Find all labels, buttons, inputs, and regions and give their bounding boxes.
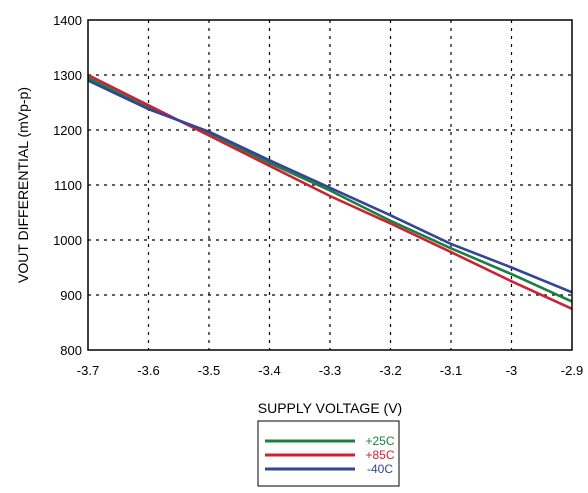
x-tick-label: -2.9 bbox=[561, 363, 583, 378]
series-lines bbox=[87, 73, 573, 310]
y-tick-label: 1400 bbox=[53, 13, 82, 28]
x-tick-label: -3.3 bbox=[319, 363, 341, 378]
y-tick-label: 1100 bbox=[54, 178, 82, 193]
y-tick-label: 1000 bbox=[53, 233, 82, 248]
y-tick-label: 800 bbox=[60, 343, 82, 358]
x-tick-labels: -3.7 -3.6 -3.5 -3.4 -3.3 -3.2 -3.1 -3 -2.9 bbox=[77, 363, 583, 378]
legend-label: +85C bbox=[365, 448, 394, 462]
plot-frame bbox=[87, 19, 573, 351]
x-tick-label: -3.7 bbox=[77, 363, 99, 378]
grid bbox=[88, 20, 572, 350]
x-axis-title: SUPPLY VOLTAGE (V) bbox=[258, 400, 402, 416]
x-tick-label: -3.2 bbox=[379, 363, 401, 378]
x-tick-label: -3.6 bbox=[137, 363, 159, 378]
legend: +25C+85C-40C bbox=[257, 420, 400, 487]
series-line-40C bbox=[87, 79, 573, 294]
x-tick-label: -3 bbox=[506, 363, 518, 378]
y-tick-label: 1300 bbox=[53, 68, 82, 83]
x-tick-label: -3.5 bbox=[198, 363, 220, 378]
legend-label: -40C bbox=[367, 462, 393, 476]
y-tick-label: 900 bbox=[60, 288, 82, 303]
y-axis-title: VOUT DIFFERENTIAL (mVp-p) bbox=[15, 87, 31, 283]
x-tick-label: -3.4 bbox=[258, 363, 280, 378]
legend-label: +25C bbox=[365, 434, 394, 448]
y-tick-labels: 800 900 1000 1100 1200 1300 1400 bbox=[53, 13, 82, 358]
x-tick-label: -3.1 bbox=[440, 363, 462, 378]
y-tick-label: 1200 bbox=[53, 123, 82, 138]
